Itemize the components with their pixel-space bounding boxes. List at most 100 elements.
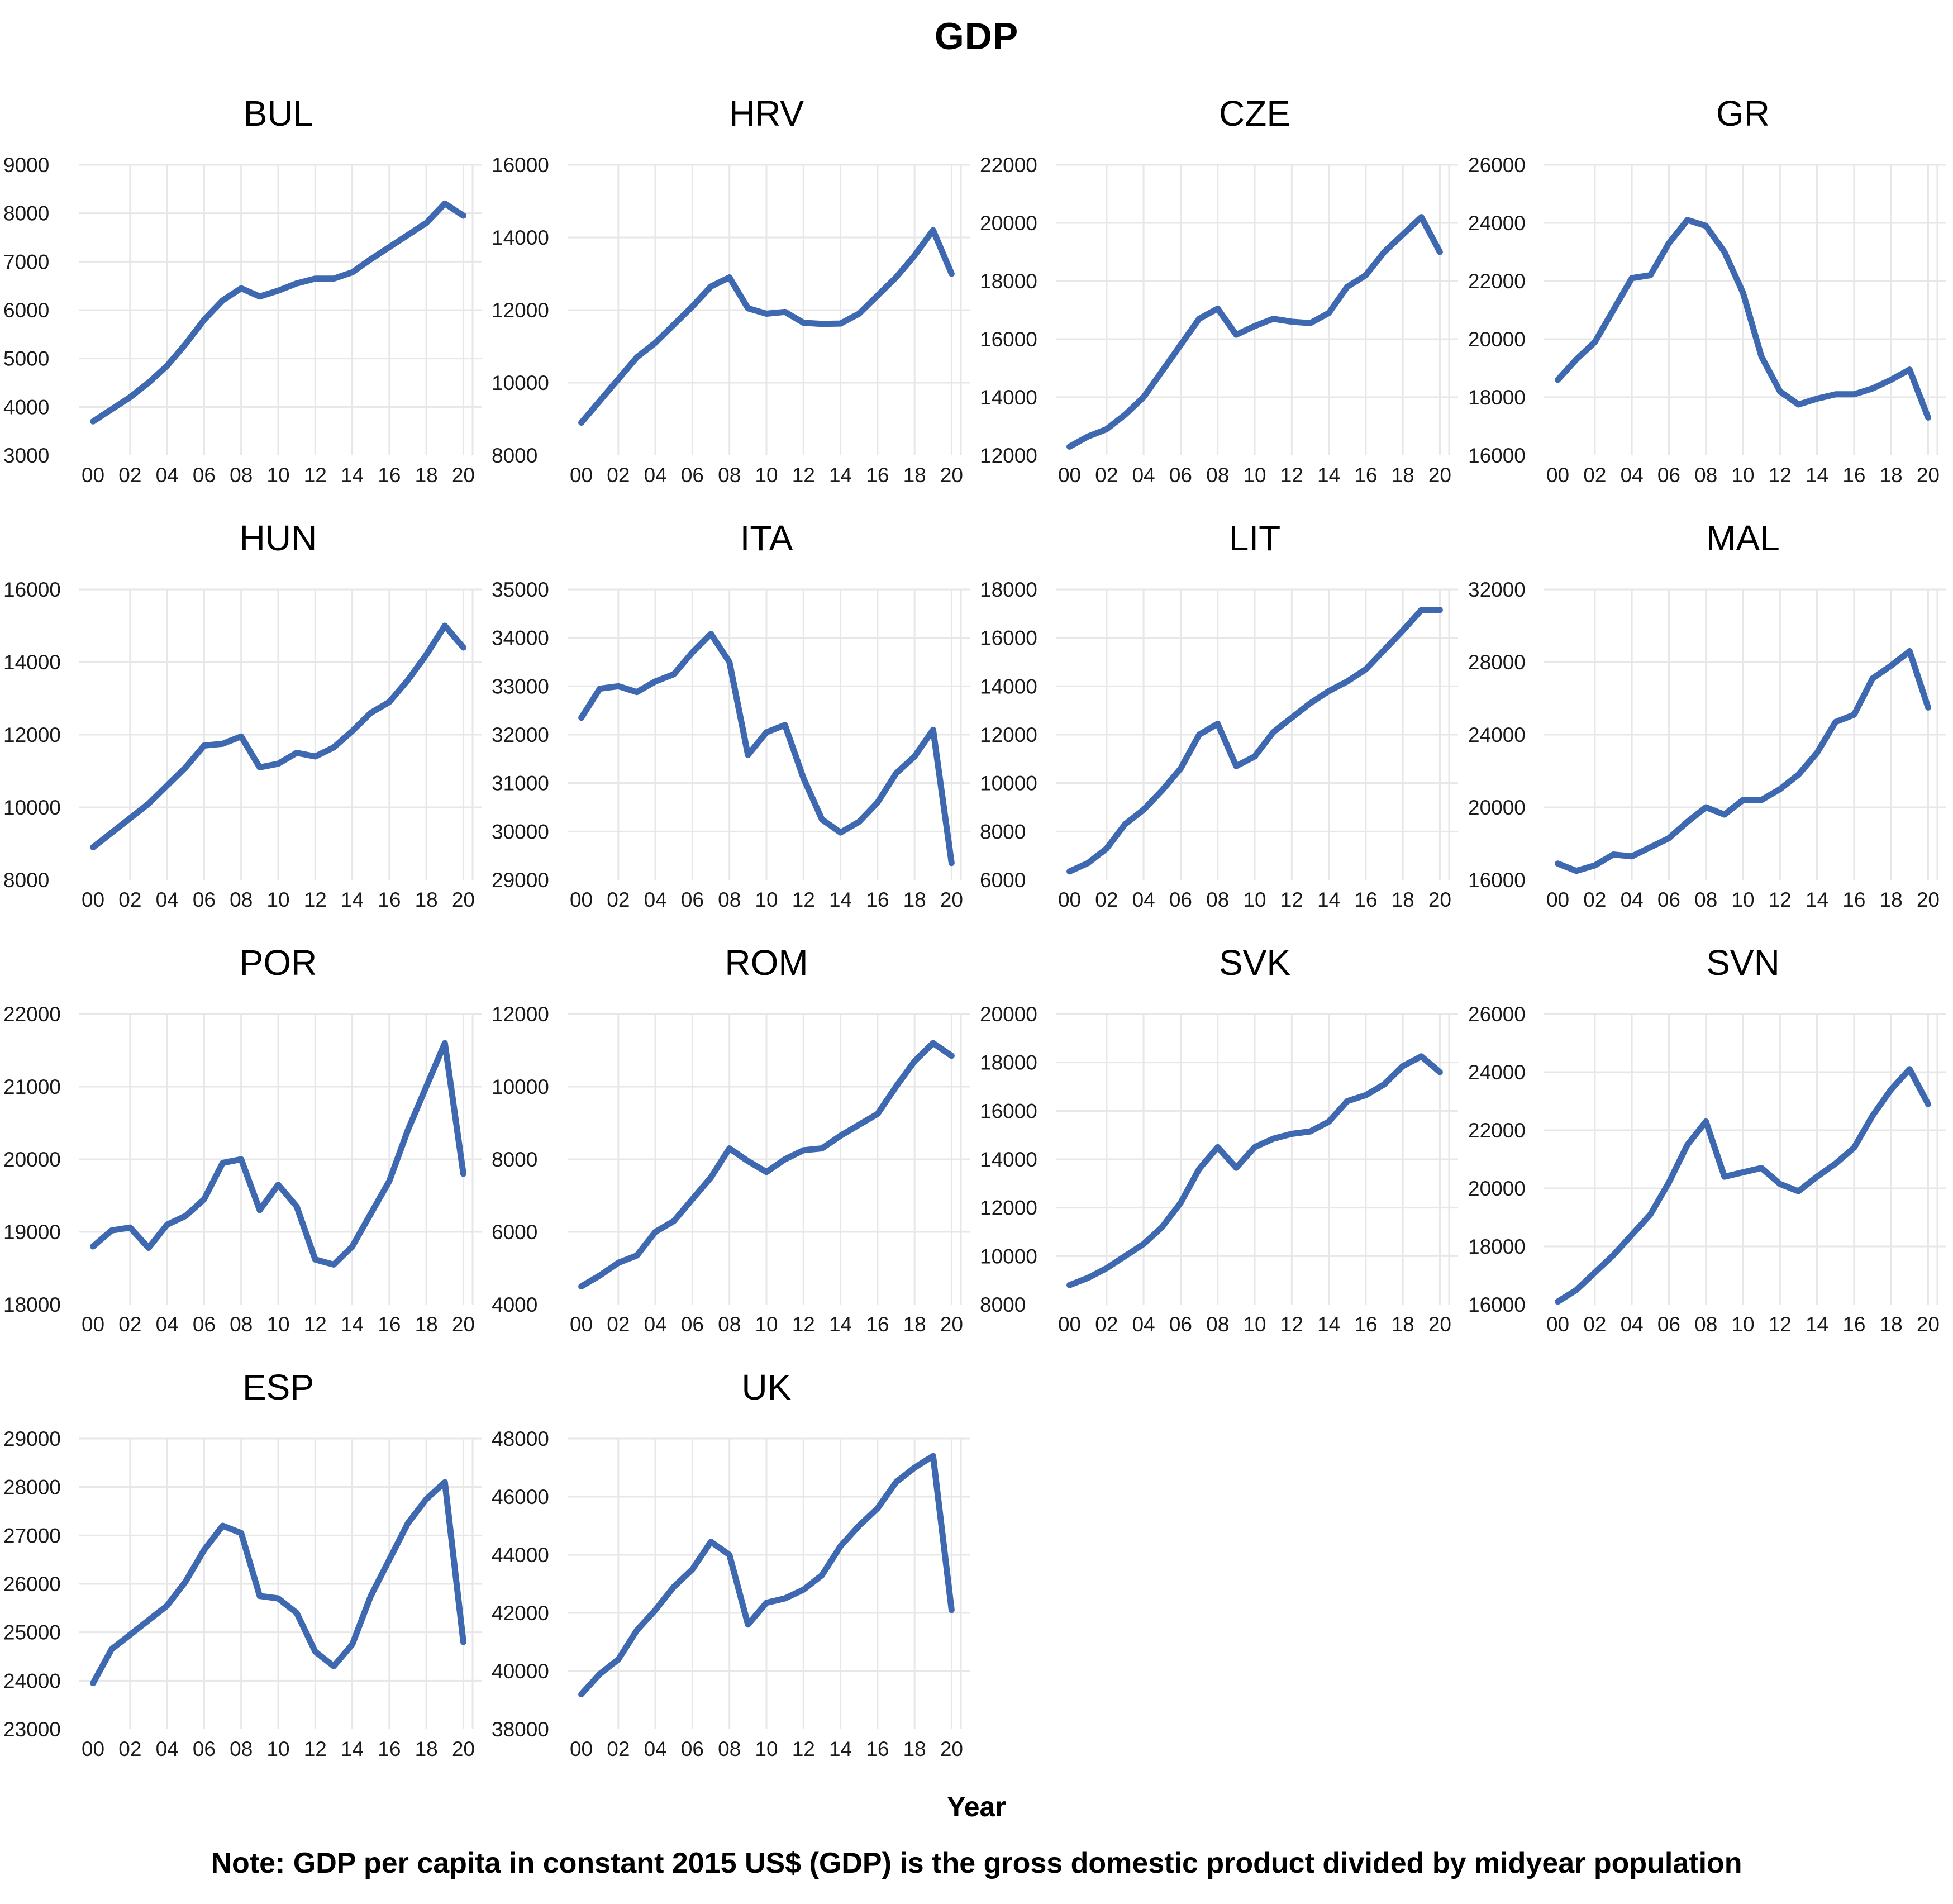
- x-tick-label: 06: [193, 888, 216, 911]
- x-tick-label: 08: [718, 888, 741, 911]
- x-tick-label: 02: [118, 888, 141, 911]
- x-tick-label: 16: [1354, 464, 1377, 487]
- x-tick-label: 16: [1842, 464, 1865, 487]
- x-tick-label: 06: [681, 1313, 704, 1336]
- y-tick-label: 7000: [3, 250, 49, 273]
- x-tick-label: 04: [644, 888, 667, 911]
- x-tick-label: 00: [570, 1313, 593, 1336]
- y-tick-label: 38000: [492, 1718, 549, 1741]
- y-tick-label: 22000: [1468, 1119, 1526, 1142]
- chart-svg-hrv: HRV 8000 10000 12000 14000 16000 00 02 04 06 08 10 1…: [492, 93, 970, 487]
- y-tick-label: 10000: [492, 1075, 549, 1098]
- y-tick-label: 19000: [3, 1221, 61, 1244]
- x-tick-label: 16: [378, 1313, 401, 1336]
- y-tick-label: 46000: [492, 1486, 549, 1508]
- y-tick-label: 25000: [3, 1621, 61, 1644]
- x-tick-label: 06: [681, 1738, 704, 1760]
- x-tick-label: 06: [1169, 1313, 1192, 1336]
- y-tick-label: 28000: [1468, 651, 1526, 674]
- x-tick-label: 18: [1392, 888, 1414, 911]
- y-tick-label: 20000: [1468, 1177, 1526, 1200]
- chart-title: HRV: [729, 93, 804, 134]
- x-tick-label: 06: [193, 1313, 216, 1336]
- x-tick-label: 18: [1880, 888, 1903, 911]
- y-tick-label: 14000: [980, 675, 1037, 698]
- series-line: [578, 1453, 955, 1698]
- x-tick-label: 10: [755, 464, 778, 487]
- chart-svg-gr: GR 16000 18000 20000 22000 24000 26000 00 02 04 06…: [1468, 93, 1946, 487]
- x-tick-label: 02: [607, 1738, 630, 1760]
- x-tick-label: 08: [230, 1313, 253, 1336]
- series-line: [1555, 217, 1931, 421]
- x-tick-label: 12: [1769, 1313, 1792, 1336]
- y-tick-label: 29000: [3, 1427, 61, 1450]
- y-tick-label: 18000: [980, 578, 1037, 601]
- y-tick-label: 8000: [492, 444, 537, 467]
- x-tick-label: 10: [1731, 888, 1754, 911]
- x-tick-label: 02: [607, 888, 630, 911]
- x-tick-label: 00: [1546, 1313, 1569, 1336]
- y-tick-label: 16000: [980, 328, 1037, 351]
- x-tick-label: 08: [1206, 888, 1229, 911]
- x-tick-label: 08: [230, 1738, 253, 1760]
- x-tick-label: 14: [829, 1313, 852, 1336]
- series-line: [90, 200, 466, 425]
- x-tick-label: 06: [1169, 464, 1192, 487]
- x-tick-label: 04: [156, 1738, 179, 1760]
- x-tick-label: 06: [681, 888, 704, 911]
- x-tick-label: 16: [378, 888, 401, 911]
- x-tick-label: 04: [1132, 1313, 1155, 1336]
- y-tick-label: 16000: [980, 1099, 1037, 1122]
- y-tick-label: 21000: [3, 1075, 61, 1098]
- series-line: [578, 1040, 955, 1289]
- chart-title: POR: [240, 943, 317, 983]
- series-line: [90, 1479, 466, 1687]
- x-tick-label: 00: [570, 1738, 593, 1760]
- x-tick-label: 00: [1546, 464, 1569, 487]
- x-tick-label: 00: [1058, 464, 1081, 487]
- y-tick-label: 24000: [1468, 212, 1526, 235]
- x-tick-label: 20: [1917, 464, 1940, 487]
- y-tick-label: 14000: [980, 1148, 1037, 1171]
- x-tick-label: 20: [452, 1738, 475, 1760]
- y-tick-label: 8000: [492, 1148, 537, 1171]
- x-tick-label: 12: [792, 1313, 815, 1336]
- y-tick-label: 44000: [492, 1544, 549, 1567]
- x-tick-label: 08: [230, 464, 253, 487]
- chart-title: MAL: [1706, 518, 1780, 558]
- chart-title: HUN: [240, 518, 317, 558]
- x-tick-label: 02: [118, 1738, 141, 1760]
- chart-title: SVN: [1706, 943, 1780, 983]
- series-line: [1066, 1053, 1443, 1288]
- x-tick-label: 16: [866, 464, 889, 487]
- page-title: GDP: [934, 15, 1019, 58]
- series-line: [1555, 1066, 1931, 1305]
- x-tick-label: 16: [1354, 1313, 1377, 1336]
- series-line: [578, 631, 955, 867]
- x-tick-label: 04: [156, 1313, 179, 1336]
- y-tick-label: 40000: [492, 1660, 549, 1683]
- y-tick-label: 16000: [3, 578, 61, 601]
- y-tick-label: 6000: [3, 299, 49, 322]
- x-tick-label: 16: [866, 1738, 889, 1760]
- x-tick-label: 10: [755, 888, 778, 911]
- x-tick-label: 00: [82, 1313, 104, 1336]
- y-tick-label: 18000: [1468, 386, 1526, 409]
- y-tick-label: 4000: [492, 1293, 537, 1316]
- x-tick-label: 16: [866, 888, 889, 911]
- y-tick-label: 12000: [492, 1003, 549, 1026]
- x-tick-label: 06: [1169, 888, 1192, 911]
- x-tick-label: 02: [607, 464, 630, 487]
- x-tick-label: 00: [1058, 888, 1081, 911]
- x-tick-label: 10: [1243, 464, 1266, 487]
- chart-svg-rom: ROM 4000 6000 8000 10000 12000 00 02 04 06 08 10 12 1…: [492, 943, 970, 1336]
- x-tick-label: 12: [304, 1738, 327, 1760]
- x-tick-label: 14: [1806, 1313, 1828, 1336]
- y-tick-label: 8000: [3, 869, 49, 892]
- chart-svg-cze: CZE 12000 14000 16000 18000 20000 22000 00 02 04 0…: [980, 93, 1458, 487]
- x-tick-label: 16: [1842, 888, 1865, 911]
- y-tick-label: 18000: [1468, 1235, 1526, 1258]
- x-tick-label: 10: [755, 1738, 778, 1760]
- x-tick-label: 02: [1095, 1313, 1118, 1336]
- x-tick-label: 20: [1428, 1313, 1451, 1336]
